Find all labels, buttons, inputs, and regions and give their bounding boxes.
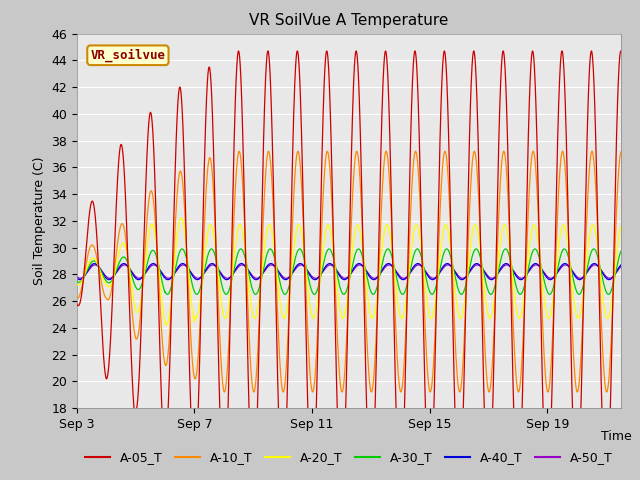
A-40_T [296, 261, 304, 266]
A-40_T [362, 268, 370, 274]
A-30_T [369, 291, 377, 297]
A-05_T [362, 358, 369, 363]
A-10_T [559, 148, 566, 154]
A-40_T [358, 263, 366, 268]
A-40_T [73, 275, 81, 281]
A-10_T [358, 216, 366, 222]
A-30_T [358, 252, 366, 258]
A-10_T [632, 388, 639, 394]
A-50_T [223, 276, 231, 281]
A-05_T [581, 231, 589, 237]
A-20_T [362, 277, 370, 283]
A-40_T [427, 276, 435, 282]
X-axis label: Time: Time [601, 431, 632, 444]
A-30_T [124, 260, 132, 266]
A-20_T [177, 215, 185, 221]
A-20_T [427, 315, 435, 321]
A-05_T [495, 136, 502, 142]
A-50_T [238, 262, 246, 268]
A-30_T [632, 288, 639, 294]
Line: A-30_T: A-30_T [77, 249, 636, 294]
A-05_T [124, 257, 132, 263]
A-50_T [632, 274, 639, 279]
A-30_T [427, 290, 435, 296]
Y-axis label: Soil Temperature (C): Soil Temperature (C) [33, 156, 45, 285]
A-10_T [426, 389, 434, 395]
Line: A-10_T: A-10_T [77, 151, 636, 392]
A-20_T [632, 313, 639, 319]
Line: A-40_T: A-40_T [77, 264, 636, 280]
A-20_T [163, 322, 170, 328]
Text: VR_soilvue: VR_soilvue [90, 48, 165, 62]
A-50_T [495, 269, 503, 275]
A-30_T [362, 268, 369, 274]
A-50_T [362, 267, 370, 273]
A-20_T [124, 256, 132, 262]
A-20_T [581, 271, 589, 277]
Line: A-50_T: A-50_T [77, 265, 636, 278]
A-50_T [73, 274, 81, 279]
A-50_T [581, 272, 589, 277]
A-20_T [495, 250, 503, 255]
A-50_T [427, 275, 435, 280]
Legend: A-05_T, A-10_T, A-20_T, A-30_T, A-40_T, A-50_T: A-05_T, A-10_T, A-20_T, A-30_T, A-40_T, … [79, 446, 618, 469]
A-30_T [355, 246, 362, 252]
A-40_T [282, 277, 289, 283]
A-10_T [581, 253, 589, 259]
Line: A-05_T: A-05_T [77, 51, 636, 480]
A-30_T [73, 278, 81, 284]
A-10_T [495, 209, 502, 215]
A-50_T [358, 263, 366, 269]
A-05_T [73, 301, 81, 307]
A-05_T [358, 198, 366, 204]
A-40_T [632, 275, 639, 281]
Title: VR SoilVue A Temperature: VR SoilVue A Temperature [249, 13, 449, 28]
A-30_T [581, 274, 589, 280]
A-40_T [495, 268, 503, 274]
A-40_T [581, 272, 589, 277]
A-10_T [73, 295, 81, 301]
Line: A-20_T: A-20_T [77, 218, 636, 325]
A-10_T [124, 257, 132, 263]
A-50_T [124, 264, 132, 270]
A-20_T [73, 281, 81, 287]
A-05_T [617, 48, 625, 54]
A-20_T [358, 244, 366, 250]
A-30_T [495, 264, 503, 269]
A-10_T [573, 389, 581, 395]
A-10_T [362, 303, 369, 309]
A-40_T [124, 264, 132, 269]
